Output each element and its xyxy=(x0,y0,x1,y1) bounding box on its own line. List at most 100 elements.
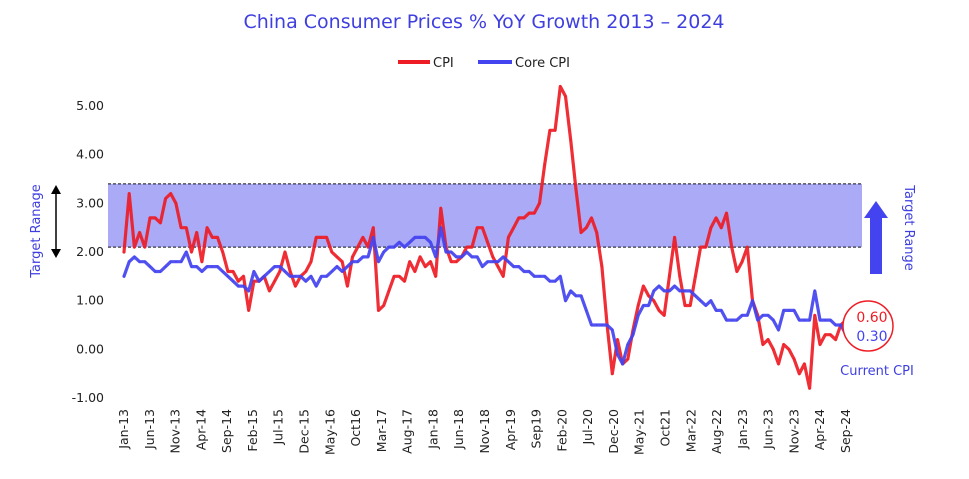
data-point xyxy=(195,231,198,234)
data-point xyxy=(788,348,790,351)
data-point xyxy=(720,226,723,229)
data-point xyxy=(746,314,749,317)
chart-title: China Consumer Prices % YoY Growth 2013 … xyxy=(243,11,724,33)
arrow-up-shaft-icon xyxy=(870,216,882,274)
data-point xyxy=(237,280,240,283)
data-point xyxy=(341,270,343,273)
data-point xyxy=(554,129,556,132)
data-point xyxy=(216,265,219,268)
data-point xyxy=(699,246,702,248)
data-point xyxy=(595,324,598,326)
data-point xyxy=(491,256,494,258)
data-point xyxy=(128,260,130,263)
data-point xyxy=(710,299,712,302)
data-point xyxy=(627,358,629,360)
data-point xyxy=(424,236,427,239)
x-tick-label: Nov-23 xyxy=(786,409,801,453)
data-point xyxy=(393,246,395,248)
data-point xyxy=(242,285,245,287)
x-tick-label: Apr-14 xyxy=(193,409,208,450)
data-point xyxy=(653,290,655,292)
x-tick-label: Nov-18 xyxy=(477,409,492,454)
data-point xyxy=(819,343,821,346)
data-point xyxy=(606,324,608,326)
data-point xyxy=(419,236,421,239)
arrow-up-head-icon xyxy=(51,185,61,194)
data-point xyxy=(580,231,582,234)
data-point xyxy=(201,270,203,273)
data-point xyxy=(377,260,380,263)
y-tick-label: 4.00 xyxy=(76,147,104,162)
data-point xyxy=(663,290,666,292)
data-point xyxy=(590,217,593,219)
series-points-cpi xyxy=(123,85,847,390)
data-point xyxy=(149,217,151,219)
data-point xyxy=(258,280,260,283)
data-point xyxy=(143,260,146,263)
data-point xyxy=(689,290,691,292)
data-point xyxy=(694,295,697,297)
x-tick-label: Apr-19 xyxy=(503,409,518,450)
x-tick-label: Sep-24 xyxy=(838,409,853,453)
data-point xyxy=(476,256,479,258)
data-point xyxy=(315,236,317,239)
data-point xyxy=(382,251,385,253)
data-point xyxy=(263,275,266,278)
y-tick-label: 2.00 xyxy=(76,244,104,259)
data-point xyxy=(138,231,141,234)
data-point xyxy=(564,299,567,302)
data-point xyxy=(424,265,427,268)
data-point xyxy=(840,324,842,326)
data-point xyxy=(668,275,671,278)
x-tick-label: May-21 xyxy=(632,409,647,455)
data-point xyxy=(658,309,660,312)
data-point xyxy=(232,280,234,283)
data-point xyxy=(782,343,785,346)
data-point xyxy=(247,309,250,312)
legend: CPI Core CPI xyxy=(398,56,570,71)
x-tick-label: Apr-24 xyxy=(812,409,827,450)
data-point xyxy=(279,270,281,273)
data-point xyxy=(538,275,541,278)
data-point xyxy=(554,280,556,283)
data-point xyxy=(543,275,546,278)
data-point xyxy=(445,251,447,253)
data-point xyxy=(175,260,177,263)
data-point xyxy=(398,241,401,244)
data-point xyxy=(616,353,619,356)
data-point xyxy=(227,275,229,278)
data-point xyxy=(190,251,193,253)
data-point xyxy=(351,260,354,263)
data-point xyxy=(138,260,141,263)
data-point xyxy=(216,236,219,239)
series-line-core-cpi xyxy=(122,226,848,366)
data-point xyxy=(310,260,312,263)
data-point xyxy=(143,246,146,248)
data-point xyxy=(575,295,577,297)
data-point xyxy=(715,217,717,219)
data-point xyxy=(133,246,136,248)
data-point xyxy=(590,324,593,326)
data-point xyxy=(647,295,650,297)
data-point xyxy=(834,324,837,326)
x-tick-label: Jan-18 xyxy=(425,409,440,450)
x-tick-label: Oct16 xyxy=(348,409,363,447)
data-point xyxy=(772,348,775,351)
data-point xyxy=(221,270,224,273)
data-point xyxy=(330,270,333,273)
data-point xyxy=(814,314,816,317)
data-point xyxy=(388,290,390,292)
data-point xyxy=(273,280,276,283)
plot-area: 5.00 4.00 3.00 2.00 1.00 0.00 -1.00 Jan-13 Jun-1… xyxy=(72,84,862,455)
data-point xyxy=(356,246,359,248)
x-tick-label: Jan-13 xyxy=(116,409,131,450)
data-point xyxy=(762,314,764,317)
data-point xyxy=(206,265,208,268)
y-tick-label: 3.00 xyxy=(76,195,104,210)
data-point xyxy=(788,309,790,312)
data-point xyxy=(798,319,801,321)
data-point xyxy=(497,265,499,268)
data-point xyxy=(767,314,769,317)
data-point xyxy=(616,338,619,341)
data-point xyxy=(388,246,390,248)
